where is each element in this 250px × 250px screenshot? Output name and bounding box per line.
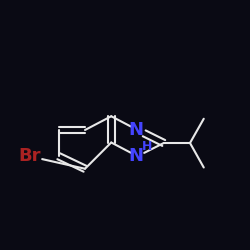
Text: N: N	[129, 147, 144, 165]
Text: H: H	[142, 140, 152, 153]
Text: N: N	[129, 121, 144, 139]
Text: Br: Br	[18, 147, 41, 165]
